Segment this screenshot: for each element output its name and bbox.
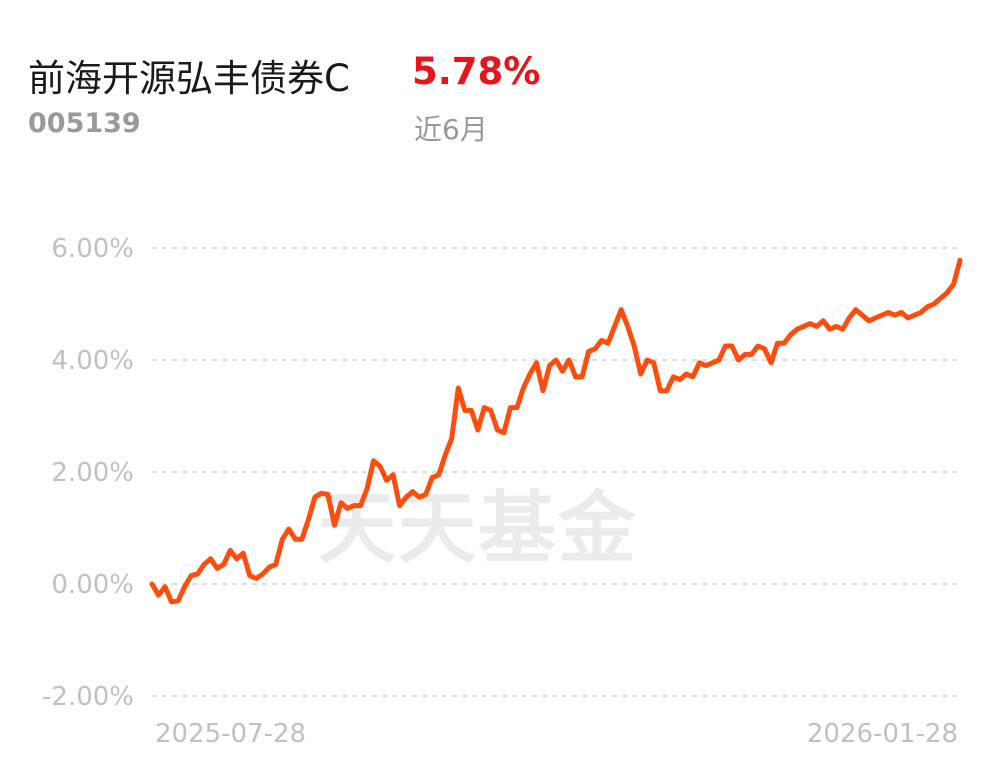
watermark: 天天基金 [318,483,639,574]
x-tick-end: 2026-01-28 [807,719,958,749]
series-line [149,257,963,605]
y-tick-label: 6.00% [51,234,134,264]
gridlines [152,247,960,697]
y-tick-label: 2.00% [51,458,134,488]
return-value: 5.78% [412,50,541,93]
y-tick-label: 0.00% [51,570,134,600]
y-tick-label: -2.00% [42,682,134,712]
x-tick-start: 2025-07-28 [155,719,306,749]
period-label: 近6月 [414,113,488,146]
fund-code: 005139 [28,108,141,139]
series-layer [149,257,963,605]
y-axis-ticks: 6.00% 4.00% 2.00% 0.00% -2.00% [42,234,134,712]
y-tick-label: 4.00% [51,346,134,376]
fund-name: 前海开源弘丰债券C [28,57,350,100]
